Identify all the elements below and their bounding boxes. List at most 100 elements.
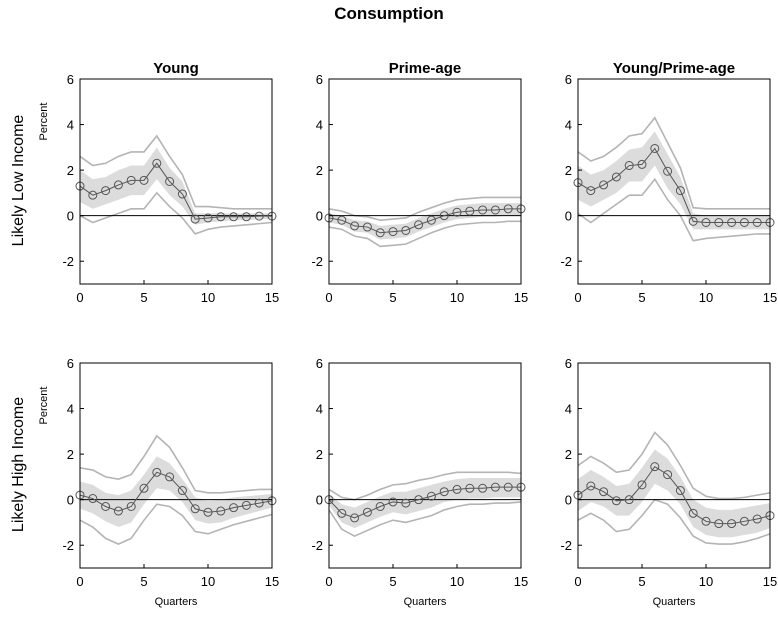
data-point xyxy=(203,507,213,517)
data-point xyxy=(401,498,411,508)
data-point xyxy=(465,483,475,493)
y-tick-label: 6 xyxy=(565,356,572,371)
data-point xyxy=(414,220,424,230)
data-point xyxy=(465,206,475,216)
outer-band-line xyxy=(577,431,771,500)
data-point xyxy=(490,205,500,215)
y-tick-label: -2 xyxy=(311,538,323,553)
y-tick-label: 4 xyxy=(565,118,572,133)
subplot-1: 0 5 10 15 -2 0 2 4 6 Young Percent Likely Low Incom… xyxy=(10,60,279,305)
axes-box xyxy=(79,78,273,285)
x-tick-label: 0 xyxy=(574,290,581,305)
data-point xyxy=(190,504,200,514)
data-point xyxy=(439,487,449,497)
axes-box xyxy=(328,362,522,569)
median-line xyxy=(577,147,770,223)
data-point xyxy=(203,213,213,223)
y-tick-label: 4 xyxy=(67,118,74,133)
x-tick-label: 10 xyxy=(450,574,464,589)
x-axis-label: Quarters xyxy=(155,596,198,608)
x-tick-label: 5 xyxy=(389,574,396,589)
median-line xyxy=(79,471,273,513)
data-point xyxy=(739,516,749,526)
data-point xyxy=(650,462,660,472)
y-tick-label: 0 xyxy=(316,493,323,508)
data-point xyxy=(229,212,239,222)
x-tick-label: 10 xyxy=(699,574,713,589)
data-point xyxy=(337,215,347,225)
x-tick-label: 0 xyxy=(76,290,83,305)
x-tick-label: 15 xyxy=(265,574,279,589)
data-point xyxy=(663,470,673,480)
outer-band-line xyxy=(577,116,770,210)
outer-band-line xyxy=(328,471,522,501)
data-point xyxy=(611,172,621,182)
data-point xyxy=(350,221,360,231)
inner-band xyxy=(329,203,521,240)
x-tick-label: 10 xyxy=(699,290,713,305)
data-point xyxy=(241,500,251,510)
data-point xyxy=(503,482,513,492)
data-point xyxy=(375,502,385,511)
x-tick-label: 15 xyxy=(265,290,279,305)
data-point xyxy=(113,180,123,190)
y-tick-label: 6 xyxy=(316,356,323,371)
data-point xyxy=(637,159,647,169)
x-axis-label: Quarters xyxy=(404,596,447,608)
data-point xyxy=(362,222,372,232)
x-tick-label: 15 xyxy=(514,574,528,589)
data-point xyxy=(675,486,685,496)
data-point xyxy=(752,514,762,524)
x-tick-label: 0 xyxy=(325,574,332,589)
outer-band-line xyxy=(577,177,770,242)
data-point xyxy=(637,480,647,490)
x-tick-label: 0 xyxy=(76,574,83,589)
data-point xyxy=(490,482,500,492)
data-point xyxy=(688,216,698,226)
y-tick-label: 6 xyxy=(565,72,572,87)
data-point xyxy=(426,215,436,225)
y-tick-label: -2 xyxy=(62,254,74,269)
outer-band-line xyxy=(577,498,771,545)
data-point xyxy=(401,225,411,235)
y-tick-label: 0 xyxy=(67,493,74,508)
data-point xyxy=(362,507,372,517)
x-tick-label: 15 xyxy=(763,574,777,589)
y-tick-label: 0 xyxy=(565,493,572,508)
data-point xyxy=(139,175,149,185)
x-tick-label: 5 xyxy=(389,290,396,305)
data-point xyxy=(388,497,398,507)
y-tick-label: 6 xyxy=(67,356,74,371)
data-point xyxy=(152,158,162,168)
median-line xyxy=(328,208,521,234)
y-tick-label: 6 xyxy=(316,72,323,87)
outer-band-line xyxy=(79,434,272,494)
inner-band xyxy=(80,456,272,527)
row-label: Likely High Income xyxy=(10,397,27,532)
x-tick-label: 0 xyxy=(574,574,581,589)
subplot-2: 0 5 10 15 -2 0 2 4 6 Prime-age xyxy=(311,60,528,305)
data-point xyxy=(177,486,187,496)
data-point xyxy=(586,186,596,196)
x-tick-label: 10 xyxy=(450,290,464,305)
data-point xyxy=(229,503,239,513)
data-point xyxy=(714,519,724,529)
outer-band-line xyxy=(79,503,273,545)
data-point xyxy=(190,214,200,224)
axes-box xyxy=(577,362,771,569)
data-point xyxy=(739,218,749,227)
y-tick-label: 4 xyxy=(67,402,74,417)
y-tick-label: 0 xyxy=(565,209,572,224)
outer-band-line xyxy=(79,134,272,210)
data-point xyxy=(701,218,711,227)
x-tick-label: 5 xyxy=(638,290,645,305)
data-point xyxy=(650,143,660,153)
data-point xyxy=(586,481,596,491)
median-line xyxy=(328,486,521,519)
data-point xyxy=(439,211,449,221)
outer-band-line xyxy=(328,501,522,537)
data-point xyxy=(714,218,724,227)
subplot-title: Young xyxy=(153,60,199,77)
data-point xyxy=(624,495,634,505)
